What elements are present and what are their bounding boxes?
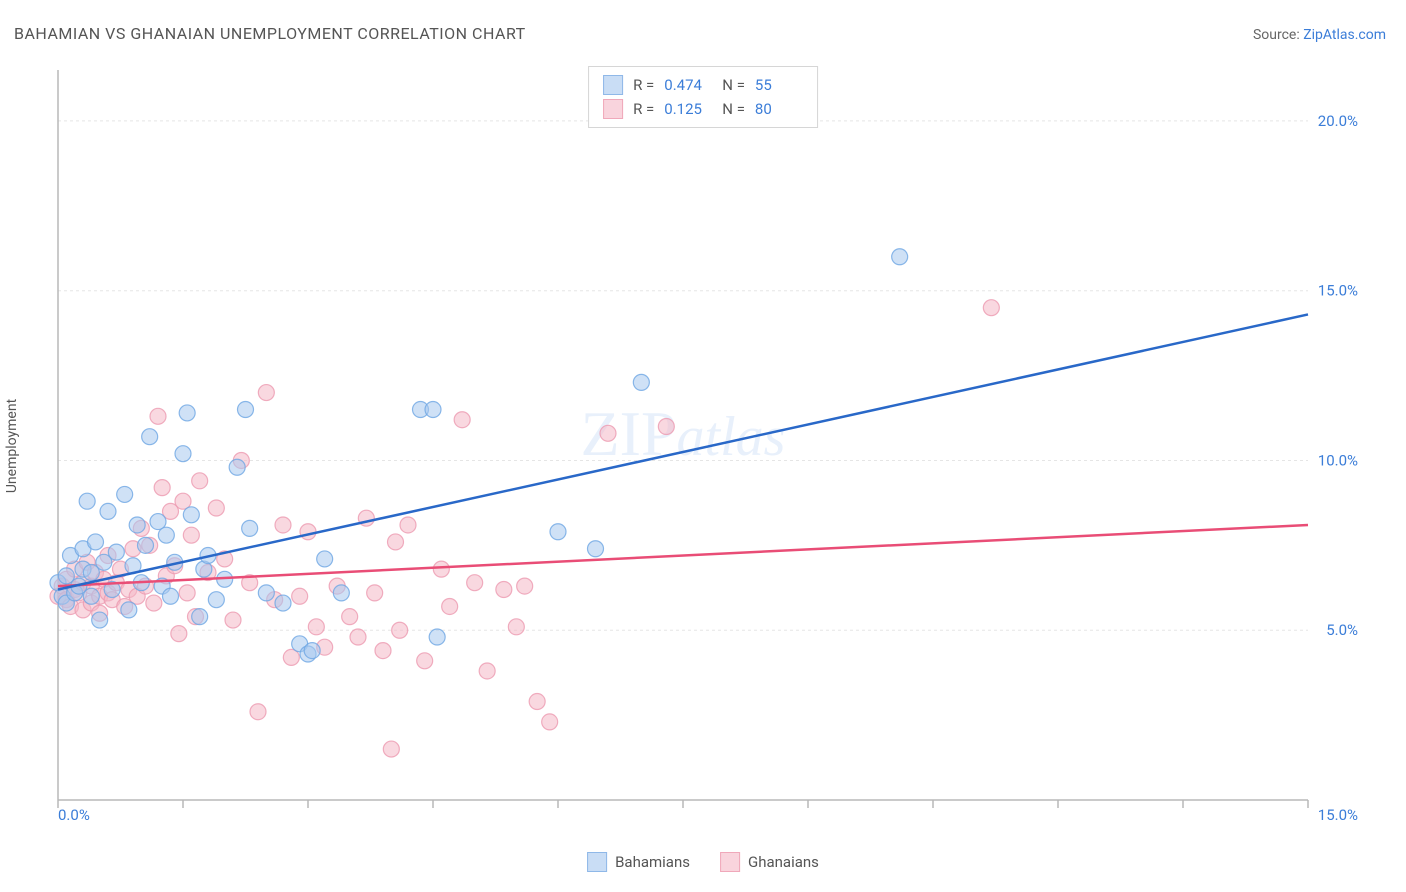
chart-container: BAHAMIAN VS GHANAIAN UNEMPLOYMENT CORREL…	[0, 0, 1406, 892]
bahamians-label: Bahamians	[615, 853, 690, 871]
bahamians-n-value: 55	[755, 76, 803, 94]
plot-area: 5.0%10.0%15.0%20.0%ZIPatlas0.0%15.0%	[48, 60, 1368, 820]
r-label: R =	[633, 76, 654, 94]
ghanaians-n-value: 80	[755, 100, 803, 118]
svg-text:20.0%: 20.0%	[1318, 112, 1358, 130]
source-link[interactable]: ZipAtlas.com	[1303, 27, 1386, 43]
legend-item-bahamians: Bahamians	[587, 852, 690, 872]
bahamians-swatch-icon	[603, 75, 623, 95]
series-legend: Bahamians Ghanaians	[587, 852, 819, 872]
bahamians-r-value: 0.474	[664, 76, 712, 94]
chart-title: BAHAMIAN VS GHANAIAN UNEMPLOYMENT CORREL…	[14, 24, 526, 43]
ghanaians-label: Ghanaians	[748, 853, 819, 871]
n-label: N =	[722, 100, 745, 118]
bahamians-swatch-icon	[587, 852, 607, 872]
ghanaians-swatch-icon	[720, 852, 740, 872]
n-label: N =	[722, 76, 745, 94]
svg-text:0.0%: 0.0%	[58, 806, 90, 820]
svg-text:15.0%: 15.0%	[1318, 282, 1358, 300]
source-prefix: Source:	[1253, 27, 1303, 43]
ghanaians-swatch-icon	[603, 99, 623, 119]
stats-row-bahamians: R = 0.474 N = 55	[603, 73, 803, 97]
scatter-svg: 5.0%10.0%15.0%20.0%ZIPatlas0.0%15.0%	[48, 60, 1368, 820]
r-label: R =	[633, 100, 654, 118]
svg-text:15.0%: 15.0%	[1318, 806, 1358, 820]
legend-item-ghanaians: Ghanaians	[720, 852, 819, 872]
svg-text:5.0%: 5.0%	[1326, 621, 1358, 639]
stats-legend-box: R = 0.474 N = 55 R = 0.125 N = 80	[588, 66, 818, 128]
ghanaians-r-value: 0.125	[664, 100, 712, 118]
source-attribution: Source: ZipAtlas.com	[1253, 27, 1386, 43]
y-axis-label: Unemployment	[4, 399, 20, 493]
header: BAHAMIAN VS GHANAIAN UNEMPLOYMENT CORREL…	[14, 24, 1386, 43]
svg-text:10.0%: 10.0%	[1318, 451, 1358, 469]
stats-row-ghanaians: R = 0.125 N = 80	[603, 97, 803, 121]
